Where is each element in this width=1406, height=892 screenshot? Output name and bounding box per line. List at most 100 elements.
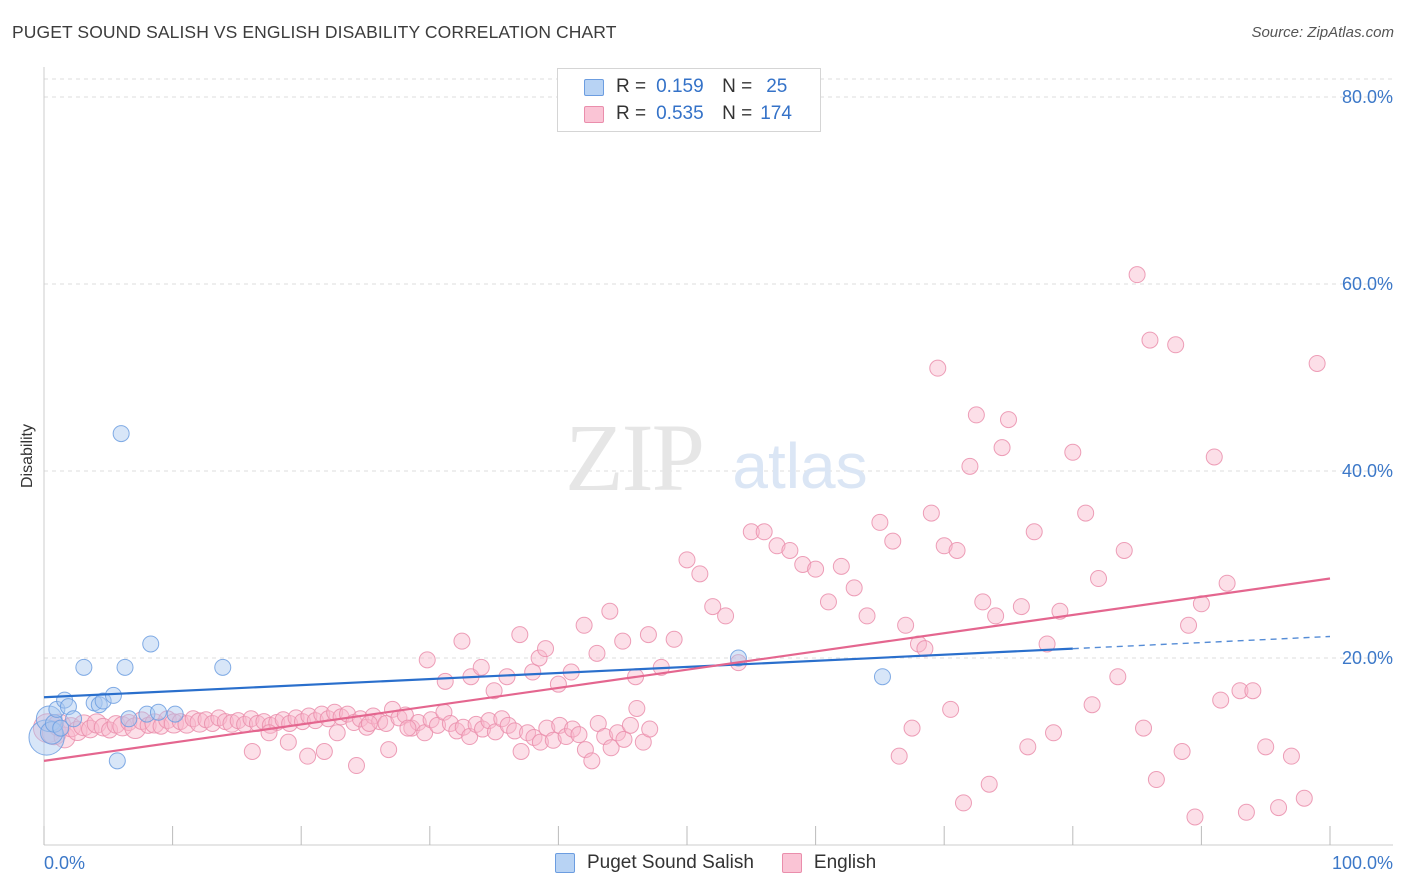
data-point-english	[453, 632, 471, 650]
data-point-english	[1019, 738, 1037, 756]
data-point-english	[403, 719, 421, 737]
data-point-english	[506, 722, 524, 740]
data-point-english	[903, 719, 921, 737]
legend-r-value: 0.159	[656, 76, 704, 97]
data-point-puget-sound-salish	[873, 668, 891, 686]
data-point-english	[299, 747, 317, 765]
watermark-atlas: atlas	[732, 430, 867, 502]
y-tick-label: 80.0%	[1342, 87, 1393, 107]
data-point-english	[575, 616, 593, 634]
legend-swatch-pink	[584, 105, 604, 123]
data-point-english	[935, 537, 953, 555]
stats-legend: R = 0.159 N = 25 R = 0.535 N = 174	[557, 68, 821, 132]
data-point-english	[203, 714, 221, 732]
data-point-english	[961, 457, 979, 475]
series-legend: Puget Sound Salish English	[555, 852, 904, 874]
data-point-english	[1115, 541, 1133, 559]
data-point-english	[1173, 743, 1191, 760]
data-point-puget-sound-salish	[142, 635, 160, 653]
data-point-english	[360, 714, 378, 732]
data-point-english	[493, 710, 511, 728]
data-point-english	[621, 716, 639, 734]
data-point-english	[472, 658, 490, 676]
data-point-english	[819, 593, 837, 611]
source-credit: Source: ZipAtlas.com	[1251, 24, 1394, 41]
data-point-english	[641, 720, 659, 738]
data-point-english	[588, 644, 606, 662]
legend-r-value: 0.535	[656, 103, 704, 124]
data-point-english	[1135, 719, 1153, 737]
data-point-english	[884, 532, 902, 550]
legend-n-value: 25	[766, 76, 788, 97]
data-point-english	[1257, 738, 1275, 756]
legend-n-label: N =	[722, 103, 753, 124]
data-point-english	[742, 523, 760, 541]
data-point-english	[1282, 747, 1300, 765]
data-point-english	[639, 626, 657, 644]
trend-layer	[43, 577, 1331, 762]
data-point-english	[530, 649, 548, 667]
data-point-puget-sound-salish	[108, 752, 126, 770]
data-point-english	[1205, 448, 1223, 466]
data-point-english	[1218, 574, 1236, 592]
data-point-english	[1083, 696, 1101, 714]
data-point-english	[499, 716, 517, 734]
data-point-english	[347, 757, 365, 775]
data-point-english	[1077, 504, 1095, 522]
data-point-english	[948, 541, 966, 559]
data-point-english	[704, 598, 722, 616]
legend-n-label: N =	[722, 76, 753, 97]
data-point-english	[1000, 411, 1017, 429]
data-point-english	[897, 616, 915, 634]
y-axis-label: Disability	[19, 423, 36, 489]
data-point-english	[922, 504, 940, 522]
data-point-english	[1244, 682, 1262, 700]
data-point-puget-sound-salish	[166, 705, 184, 723]
y-tick-label: 60.0%	[1342, 274, 1393, 294]
data-point-english	[1180, 616, 1198, 634]
data-point-english	[614, 632, 632, 650]
data-point-english	[1109, 668, 1127, 686]
data-point-english	[1167, 336, 1185, 354]
data-point-english	[845, 579, 863, 597]
data-point-puget-sound-salish	[112, 425, 130, 443]
data-point-english	[1295, 789, 1313, 807]
data-point-english	[524, 663, 542, 681]
data-point-english	[993, 439, 1011, 457]
data-point-english	[929, 359, 947, 377]
series-swatch-pink	[781, 853, 802, 873]
data-point-english	[380, 741, 398, 759]
data-point-english	[531, 733, 549, 751]
data-point-english	[942, 700, 960, 718]
data-point-english	[1231, 682, 1249, 700]
data-point-english	[602, 739, 620, 757]
data-point-english	[987, 607, 1005, 625]
data-point-english	[570, 726, 588, 744]
data-point-english	[1045, 724, 1063, 742]
data-point-english	[418, 651, 436, 669]
axis-layer	[43, 67, 1393, 846]
data-point-english	[691, 565, 709, 583]
series-legend-label: Puget Sound Salish	[587, 852, 754, 873]
data-point-puget-sound-salish	[104, 686, 122, 704]
y-tick-label: 40.0%	[1342, 461, 1393, 481]
data-point-english	[858, 607, 876, 625]
data-point-english	[678, 551, 696, 569]
data-point-english	[1141, 331, 1159, 349]
trendline-puget-sound-salish	[43, 647, 1073, 699]
legend-r-label: R =	[616, 76, 647, 97]
data-point-english	[1038, 635, 1056, 653]
data-point-puget-sound-salish	[120, 710, 138, 728]
data-point-english	[243, 743, 261, 760]
data-point-english	[628, 699, 646, 717]
data-point-english	[454, 718, 472, 736]
data-point-english	[184, 710, 202, 728]
data-point-english	[1186, 808, 1204, 826]
legend-row-english: R = 0.535 N = 174	[558, 101, 792, 127]
label-layer: 20.0% 40.0% 60.0% 80.0% 0.0% 100.0%	[44, 87, 1393, 873]
x-tick-label: 100.0%	[1332, 853, 1393, 873]
data-point-english	[768, 537, 786, 555]
data-point-english	[755, 523, 773, 541]
series-legend-item-puget-sound-salish: Puget Sound Salish	[555, 852, 754, 874]
